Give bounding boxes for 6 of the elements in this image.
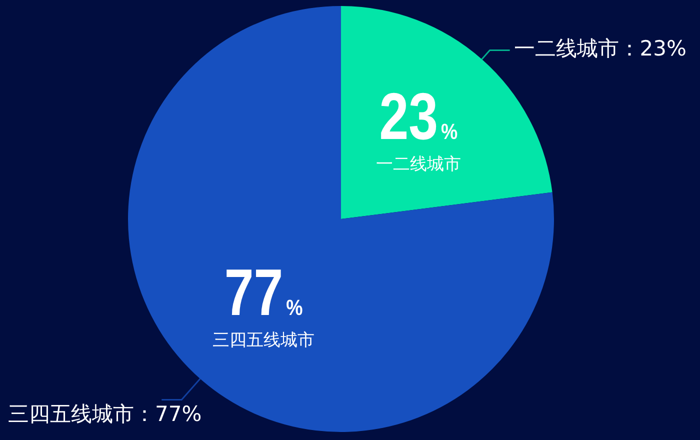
slice-label: 一二线城市 — [376, 154, 461, 175]
text: 三四五线城市：77% — [8, 402, 202, 426]
slice-label: 三四五线城市 — [212, 330, 315, 350]
data-label: 77% — [224, 255, 303, 330]
data-label: 23% — [379, 79, 458, 154]
text: 一二线城市：23% — [514, 36, 686, 61]
